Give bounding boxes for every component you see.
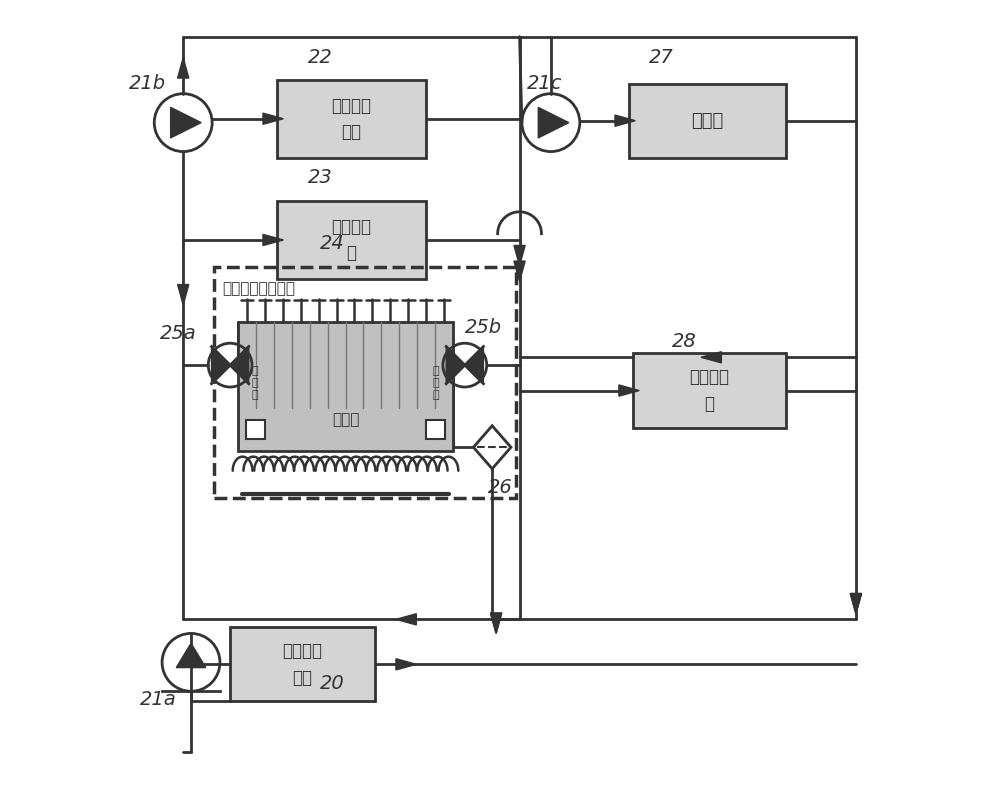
Polygon shape — [850, 593, 862, 614]
Polygon shape — [490, 613, 502, 633]
Text: 20: 20 — [320, 674, 345, 693]
Polygon shape — [212, 346, 230, 384]
Polygon shape — [850, 593, 862, 614]
Bar — [629, 83, 786, 158]
Polygon shape — [396, 659, 416, 670]
Bar — [246, 420, 265, 440]
Polygon shape — [263, 235, 283, 246]
Polygon shape — [615, 115, 635, 126]
Polygon shape — [538, 108, 569, 138]
Polygon shape — [514, 246, 525, 266]
Text: 28: 28 — [672, 332, 697, 351]
Bar — [238, 322, 453, 451]
Polygon shape — [171, 108, 201, 138]
Bar — [426, 420, 445, 440]
Polygon shape — [263, 113, 283, 124]
Text: 23: 23 — [308, 168, 333, 187]
Polygon shape — [230, 346, 249, 384]
Polygon shape — [178, 58, 189, 78]
Polygon shape — [490, 613, 502, 633]
Text: 26: 26 — [488, 478, 513, 498]
Text: 25b: 25b — [465, 318, 502, 337]
Bar — [633, 353, 786, 428]
Text: 储能装置冷却系统: 储能装置冷却系统 — [222, 282, 295, 297]
Polygon shape — [514, 261, 525, 282]
Text: 25a: 25a — [160, 324, 196, 343]
Text: 27: 27 — [649, 48, 673, 68]
Text: 进
液
口: 进 液 口 — [252, 366, 258, 400]
Bar — [277, 201, 426, 279]
Polygon shape — [396, 614, 416, 625]
Text: 开式海水
冷却: 开式海水 冷却 — [282, 642, 322, 687]
Text: 22: 22 — [308, 48, 333, 68]
Text: 液冷板: 液冷板 — [332, 412, 359, 427]
Polygon shape — [176, 643, 206, 667]
Text: 21a: 21a — [140, 690, 177, 709]
Text: 滑油冷却
系统: 滑油冷却 系统 — [331, 97, 371, 141]
Text: 缸套水系
统: 缸套水系 统 — [689, 368, 729, 413]
Polygon shape — [446, 346, 465, 384]
Polygon shape — [178, 284, 189, 305]
Text: 24: 24 — [320, 235, 345, 254]
Text: 发动机: 发动机 — [691, 111, 723, 130]
Text: 空冷器系
统: 空冷器系 统 — [331, 217, 371, 262]
Text: 21c: 21c — [527, 74, 563, 93]
Polygon shape — [701, 352, 721, 363]
Polygon shape — [619, 385, 639, 396]
Polygon shape — [465, 346, 483, 384]
Bar — [230, 627, 375, 702]
Text: 出
液
口: 出 液 口 — [433, 366, 439, 400]
Bar — [277, 79, 426, 158]
Text: 21b: 21b — [128, 74, 166, 93]
Bar — [214, 268, 516, 498]
